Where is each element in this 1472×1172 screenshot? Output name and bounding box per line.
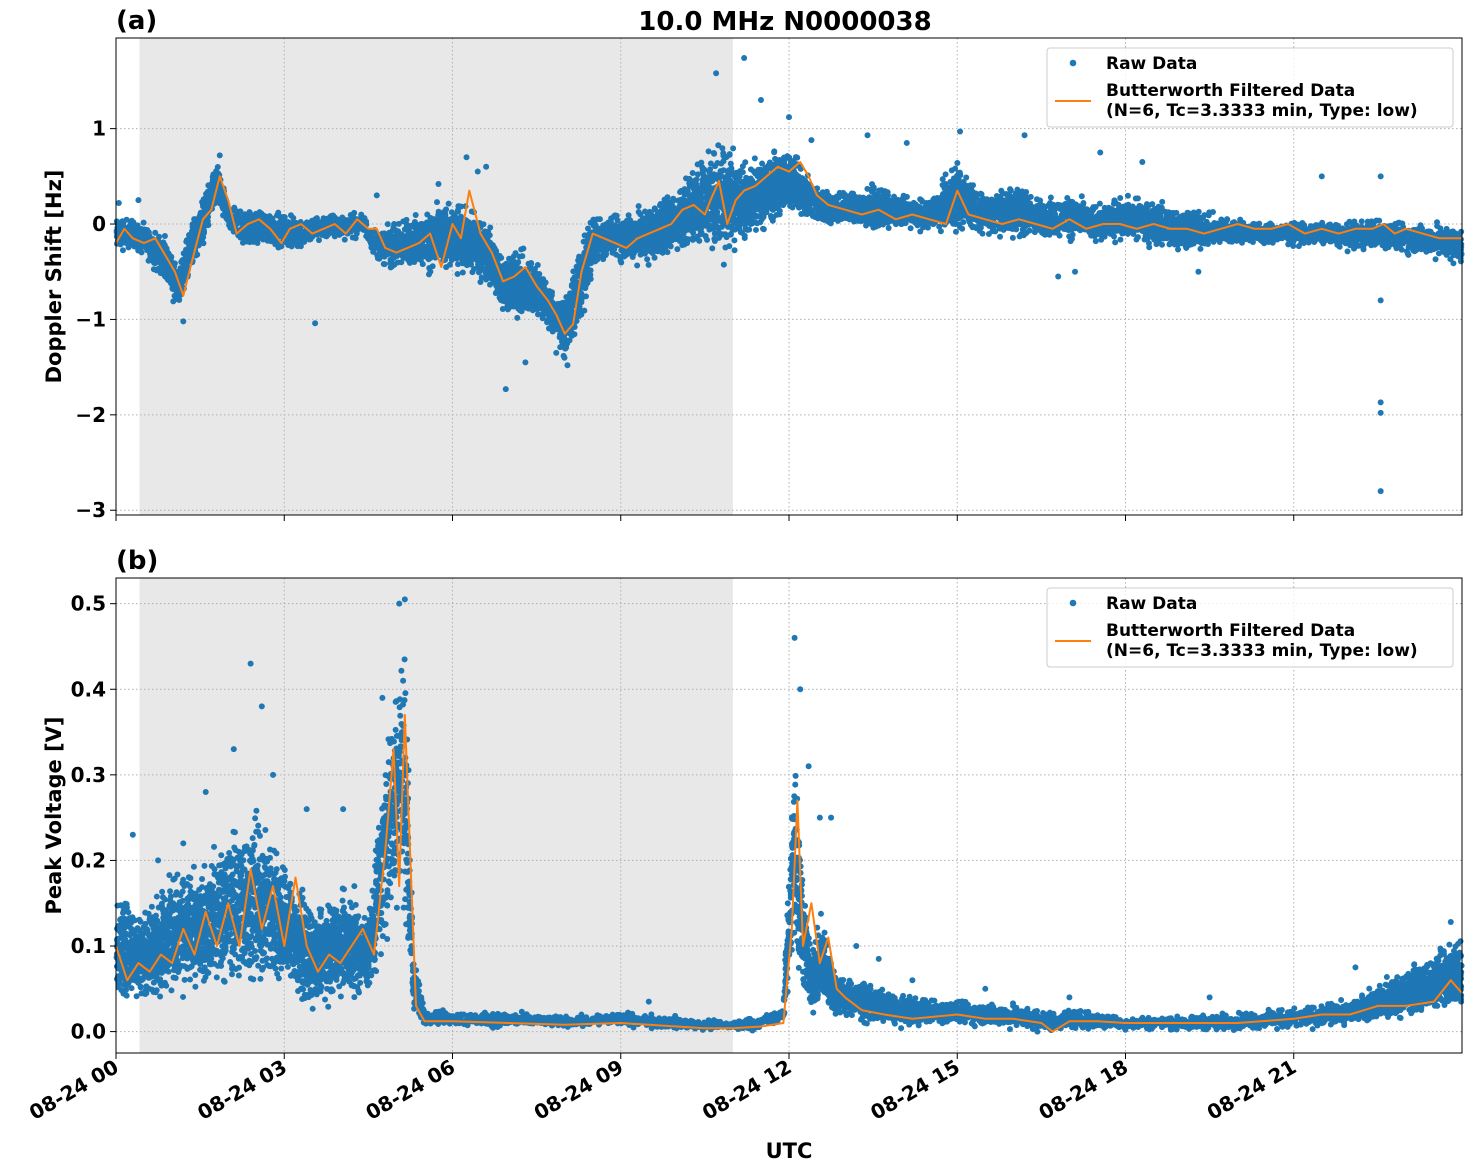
raw-data-point bbox=[674, 246, 681, 253]
raw-data-point bbox=[571, 331, 578, 338]
raw-data-point bbox=[581, 307, 588, 314]
raw-data-point bbox=[741, 232, 748, 239]
raw-data-point bbox=[168, 253, 175, 260]
raw-data-point bbox=[742, 159, 749, 166]
panel-a-plot bbox=[113, 38, 1465, 515]
raw-data-point bbox=[138, 249, 145, 256]
raw-data-point bbox=[200, 229, 207, 236]
raw-data-point bbox=[176, 296, 183, 303]
raw-data-point bbox=[701, 166, 708, 173]
raw-data-point bbox=[705, 221, 712, 228]
raw-data-point bbox=[384, 221, 391, 228]
raw-data-point bbox=[254, 239, 261, 246]
raw-data-point bbox=[534, 261, 541, 268]
raw-data-point bbox=[635, 203, 642, 210]
raw-data-point bbox=[645, 261, 652, 268]
raw-data-point bbox=[315, 237, 322, 244]
raw-data-point bbox=[587, 271, 594, 278]
raw-data-point bbox=[730, 145, 737, 152]
raw-data-point bbox=[486, 232, 493, 239]
raw-data-point bbox=[434, 199, 441, 206]
raw-data-point bbox=[644, 256, 651, 263]
raw-data-point bbox=[707, 166, 714, 173]
raw-data-point bbox=[563, 344, 570, 351]
raw-data-point bbox=[760, 225, 767, 232]
raw-data-point bbox=[726, 243, 733, 250]
raw-data-point bbox=[710, 149, 717, 156]
raw-data-point bbox=[582, 293, 589, 300]
raw-data-point bbox=[693, 176, 700, 183]
raw-data-point bbox=[363, 218, 370, 225]
raw-data-point bbox=[163, 245, 170, 252]
raw-data-point bbox=[651, 254, 658, 261]
raw-data-point bbox=[548, 292, 555, 299]
raw-data-point bbox=[459, 269, 466, 276]
raw-data-point bbox=[429, 263, 436, 270]
raw-data-point bbox=[480, 221, 487, 228]
raw-data-point bbox=[171, 260, 178, 267]
panel-a-night-shading bbox=[139, 38, 733, 515]
raw-data-point bbox=[726, 151, 733, 158]
raw-data-point bbox=[731, 247, 738, 254]
raw-data-point bbox=[214, 164, 221, 171]
raw-data-point bbox=[731, 237, 738, 244]
raw-data-point bbox=[746, 226, 753, 233]
raw-data-point bbox=[278, 243, 285, 250]
raw-data-point bbox=[184, 264, 191, 271]
raw-data-point bbox=[443, 206, 450, 213]
raw-data-point bbox=[705, 148, 712, 155]
raw-data-point bbox=[412, 212, 419, 219]
raw-data-point bbox=[561, 354, 568, 361]
raw-data-point bbox=[487, 224, 494, 231]
raw-data-point bbox=[145, 230, 152, 237]
raw-data-point bbox=[696, 237, 703, 244]
raw-data-point bbox=[634, 262, 641, 269]
panel-a: −3−2−101 (a) 10.0 MHz N0000038 Doppler S… bbox=[42, 6, 1465, 522]
raw-data-point bbox=[152, 229, 159, 236]
raw-data-point bbox=[752, 226, 759, 233]
raw-data-point bbox=[352, 235, 359, 242]
raw-data-point bbox=[427, 268, 434, 275]
raw-data-point bbox=[313, 215, 320, 222]
raw-data-point bbox=[119, 247, 126, 254]
raw-data-point bbox=[281, 214, 288, 221]
raw-data-point bbox=[751, 155, 758, 162]
raw-data-point bbox=[739, 169, 746, 176]
raw-data-point bbox=[689, 170, 696, 177]
raw-data-point bbox=[514, 314, 521, 321]
raw-data-point bbox=[445, 200, 452, 207]
raw-data-point bbox=[454, 271, 461, 278]
raw-data-point bbox=[123, 216, 130, 223]
raw-data-point bbox=[237, 208, 244, 215]
raw-data-point bbox=[290, 215, 297, 222]
raw-data-point bbox=[200, 240, 207, 247]
raw-data-point bbox=[498, 254, 505, 261]
raw-data-point bbox=[704, 236, 711, 243]
raw-data-point bbox=[194, 251, 201, 258]
raw-data-point bbox=[515, 259, 522, 266]
raw-data-point bbox=[542, 279, 549, 286]
raw-data-point bbox=[351, 209, 358, 216]
raw-data-point bbox=[341, 236, 348, 243]
raw-data-point bbox=[664, 249, 671, 256]
raw-data-point bbox=[134, 222, 141, 229]
raw-data-point bbox=[205, 221, 212, 228]
raw-data-point bbox=[596, 216, 603, 223]
raw-data-point bbox=[720, 261, 727, 268]
raw-data-point bbox=[161, 232, 168, 239]
panel-a-raw-data-points bbox=[113, 55, 1465, 495]
raw-data-point bbox=[403, 216, 410, 223]
raw-data-point bbox=[140, 219, 147, 226]
raw-data-point bbox=[709, 245, 716, 252]
raw-data-point bbox=[419, 261, 426, 268]
raw-data-point bbox=[667, 243, 674, 250]
raw-data-point bbox=[528, 260, 535, 267]
raw-data-point bbox=[519, 253, 526, 260]
raw-data-point bbox=[520, 245, 527, 252]
raw-data-point bbox=[381, 261, 388, 268]
